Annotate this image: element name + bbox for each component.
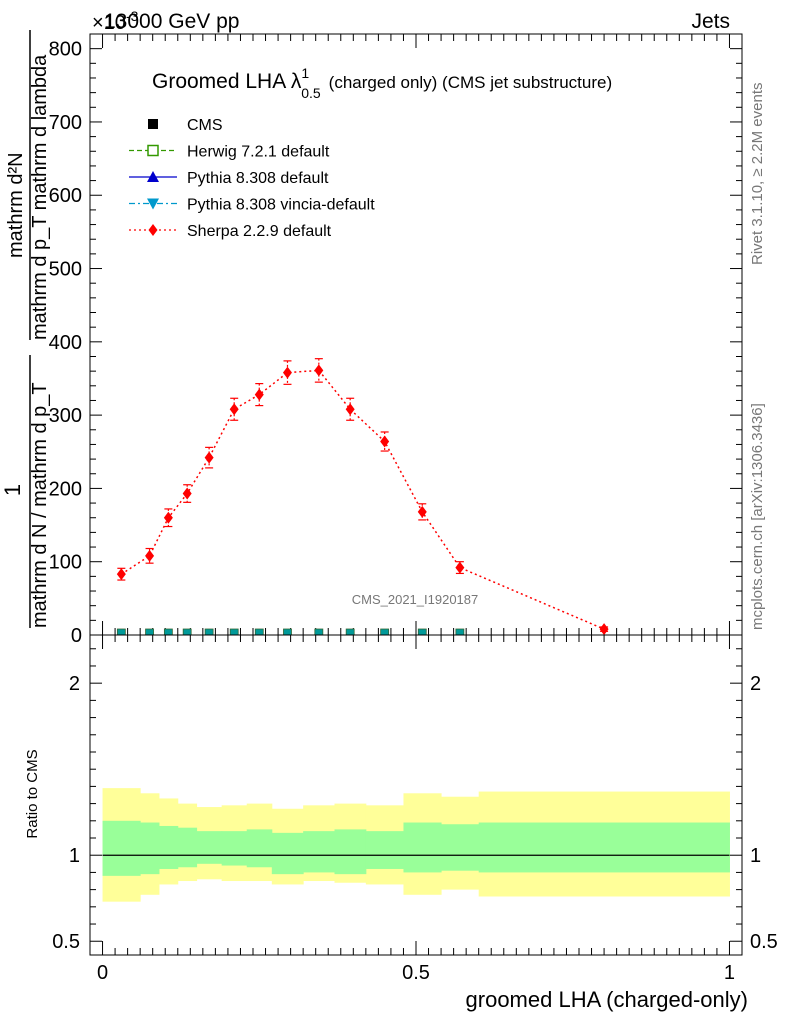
main-y-tick-label: 600 — [49, 185, 82, 207]
near-zero-point — [283, 628, 292, 636]
ratio-inner-band-bin — [365, 831, 404, 869]
category-label: Jets — [691, 10, 730, 33]
ratio-inner-band-bin — [271, 832, 304, 875]
near-zero-point — [182, 628, 192, 636]
ratio-inner-band-bin — [140, 822, 160, 875]
y-exponent-label: ×10-3 — [92, 8, 139, 34]
ratio-y-tick-label-right: 2 — [750, 673, 761, 695]
main-y-tick-label: 400 — [49, 332, 82, 354]
ratio-y-tick-label-right: 0.5 — [750, 931, 778, 953]
near-zero-point — [229, 628, 239, 636]
sherpa-point — [282, 366, 292, 379]
ratio-inner-band-bin — [158, 825, 179, 869]
main-y-tick-label: 0 — [71, 625, 82, 647]
ratio-inner-band-bin — [102, 820, 141, 876]
legend-entry: Pythia 8.308 vincia-default — [129, 197, 375, 214]
ratio-inner-band-bin — [196, 831, 223, 864]
near-zero-point — [254, 628, 264, 636]
sherpa-point — [254, 388, 264, 401]
legend-label: Sherpa 2.2.9 default — [187, 223, 332, 240]
y-label-numerator: mathrm d²N — [5, 152, 27, 258]
sherpa-point — [182, 487, 192, 500]
near-zero-point — [145, 628, 154, 636]
y-label-denominator: mathrm d p_T mathrm d lambda — [29, 54, 51, 340]
legend-marker — [148, 224, 158, 236]
ratio-y-tick-label: 2 — [69, 673, 80, 695]
legend-entry: Sherpa 2.2.9 default — [129, 223, 332, 240]
main-y-tick-label: 200 — [49, 478, 82, 500]
near-zero-point — [116, 628, 126, 636]
legend-entry: Herwig 7.2.1 default — [129, 144, 330, 161]
sherpa-point — [345, 403, 355, 416]
ratio-inner-band-bin — [334, 829, 367, 875]
plot-title: Groomed LHA λ1 0.5(charged only) (CMS jet… — [152, 65, 612, 101]
sherpa-point — [229, 403, 239, 416]
ratio-inner-band-bin — [246, 829, 273, 868]
main-y-tick-label: 500 — [49, 259, 82, 281]
sherpa-point — [380, 435, 390, 448]
y-label-lhs-denominator: mathrm d N / mathrm d p_T — [29, 382, 51, 628]
near-zero-point — [455, 628, 465, 636]
ratio-bands — [102, 788, 730, 902]
energy-label: 13000 GeV pp — [104, 10, 239, 33]
legend-label: CMS — [187, 117, 223, 134]
near-zero-point — [163, 628, 173, 636]
legend-marker — [147, 198, 159, 210]
ratio-inner-band-bin — [177, 827, 198, 868]
legend-label: Pythia 8.308 default — [187, 170, 329, 187]
analysis-watermark: CMS_2021_I1920187 — [352, 592, 479, 607]
rivet-label: Rivet 3.1.10, ≥ 2.2M events — [749, 83, 766, 266]
main-y-tick-label: 300 — [49, 405, 82, 427]
main-data — [116, 358, 609, 636]
ratio-y-tick-label-right: 1 — [750, 845, 761, 867]
near-zero-point — [345, 628, 355, 636]
ratio-inner-band-bin — [441, 824, 480, 871]
ratio-y-label: Ratio to CMS — [24, 749, 41, 838]
ratio-y-ticks: 0.5 0.5 1 1 2 2 — [52, 648, 778, 953]
sherpa-point — [417, 505, 427, 518]
legend-marker — [147, 171, 159, 182]
x-tick-label: 1 — [724, 962, 735, 984]
ratio-y-tick-label: 1 — [69, 845, 80, 867]
sherpa-line — [120, 369, 605, 630]
main-y-tick-label: 800 — [49, 39, 82, 61]
sherpa-point — [145, 549, 155, 562]
main-y-label: 1 mathrm d N / mathrm d p_T mathrm d²N m… — [0, 30, 51, 628]
sherpa-point — [314, 364, 324, 377]
legend-entry: CMS — [148, 117, 223, 134]
ratio-inner-band-bin — [303, 831, 335, 873]
ratio-inner-band-bin — [221, 831, 248, 866]
mcplots-label: mcplots.cern.ch [arXiv:1306.3436] — [749, 403, 766, 630]
main-y-ticks: 0 100 200 300 400 500 600 700 800 — [49, 33, 742, 647]
ratio-inner-band-bin — [403, 822, 442, 873]
near-zero-point — [314, 628, 324, 636]
ratio-x-ticks: 0 0.5 1 — [97, 635, 735, 984]
x-axis-label: groomed LHA (charged-only) — [466, 987, 748, 1012]
x-tick-label: 0.5 — [402, 962, 430, 984]
legend-entry: Pythia 8.308 default — [129, 170, 329, 187]
sherpa-point — [455, 561, 465, 574]
legend: CMS Herwig 7.2.1 default Pythia 8.308 defa… — [129, 117, 375, 240]
main-y-tick-label: 700 — [49, 112, 82, 134]
legend-label: Herwig 7.2.1 default — [187, 144, 330, 161]
legend-marker — [148, 119, 158, 129]
x-tick-label: 0 — [97, 962, 108, 984]
near-zero-point — [417, 628, 427, 636]
sherpa-point — [599, 623, 609, 636]
legend-marker — [147, 144, 159, 157]
near-zero-point — [380, 628, 390, 636]
legend-label: Pythia 8.308 vincia-default — [187, 197, 375, 214]
sherpa-point — [204, 451, 214, 464]
sherpa-point — [163, 511, 173, 524]
y-label-lhs-numerator: 1 — [0, 484, 25, 496]
near-zero-point — [204, 628, 214, 636]
ratio-y-tick-label: 0.5 — [52, 931, 80, 953]
main-y-tick-label: 100 — [49, 552, 82, 574]
ratio-inner-band-bin — [478, 822, 730, 873]
sherpa-point — [116, 568, 126, 581]
